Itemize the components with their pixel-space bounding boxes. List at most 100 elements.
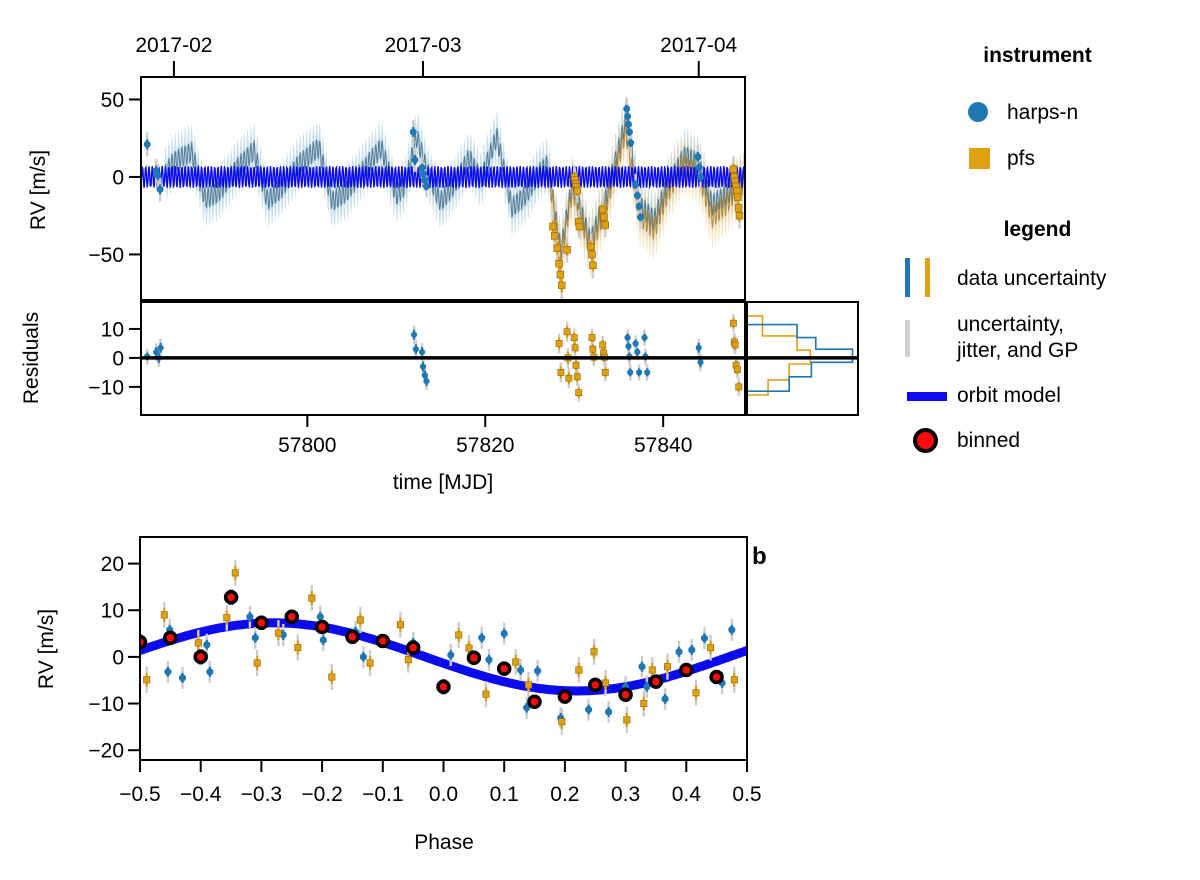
legend-item-data-uncertainty: data uncertainty [957, 267, 1107, 290]
harpsn-point [154, 171, 162, 179]
harpsn-residual-point [153, 349, 160, 356]
pfs-phase-point [640, 700, 648, 708]
gp-band-pfs [549, 100, 745, 288]
phase-tick-label: 0.3 [611, 783, 640, 806]
pfs-phase-point [663, 663, 671, 671]
legend-item-orbit-model: orbit model [957, 384, 1061, 407]
pfs-residual-point [589, 345, 597, 353]
pfs-residual-point [555, 339, 563, 347]
pfs-point [735, 212, 744, 220]
time-xlabel: time [MJD] [393, 471, 493, 494]
panel-b-label: b [752, 543, 767, 570]
pfs-residual-point [563, 328, 571, 336]
harpsn-point [156, 185, 164, 193]
harpsn-point [633, 192, 641, 200]
timeseries-axes-box [140, 76, 746, 301]
gp-band-harpsn [165, 95, 745, 279]
binned-point [140, 634, 148, 650]
harpsn-phase-point [485, 656, 493, 664]
y-tick-label: −50 [88, 244, 124, 267]
harpsn-phase-point [534, 667, 542, 675]
pfs-residual-point [588, 334, 596, 341]
harpsn-point [143, 140, 151, 148]
binned-point [496, 661, 512, 676]
pfs-phase-point [253, 659, 261, 667]
binned-point [436, 679, 451, 695]
pfs-phase-point [308, 594, 316, 602]
harpsn-point [423, 182, 430, 190]
phase-tick-label: 0.4 [672, 783, 702, 806]
pfs-phase-point [575, 666, 583, 674]
harpsn-residual-point [419, 363, 427, 370]
binned-point [163, 630, 178, 646]
harpsn-point [632, 181, 640, 189]
panel-residual-histogram [747, 315, 858, 396]
pfs-point [573, 187, 582, 195]
harpsn-phase-point [643, 683, 651, 691]
phase-tick-label: −0.1 [362, 783, 403, 806]
harpsn-phase-point [700, 634, 709, 642]
pfs-point [733, 187, 741, 195]
harpsn-residual-point [627, 369, 634, 376]
pfs-point [733, 193, 742, 201]
harpsn-phase-point [359, 653, 367, 661]
legend-panel: instrument harps-n pfs legend data uncer… [880, 20, 1195, 485]
harpsn-phase-point [319, 636, 327, 644]
harpsn-point [411, 156, 419, 164]
binned-point [345, 629, 360, 645]
harpsn-residual-point [632, 340, 639, 347]
date-tick-label: 2017-03 [384, 34, 461, 57]
harpsn-point [624, 113, 632, 120]
y-tick-label: 10 [101, 600, 124, 623]
pfs-phase-point [590, 648, 598, 656]
harpsn-point [419, 170, 427, 178]
binned-point [223, 589, 239, 605]
pfs-phase-point [143, 676, 151, 684]
pfs-point [563, 246, 571, 254]
binned-point [709, 669, 724, 685]
harpsn-phase-point [675, 648, 683, 656]
legend-item-binned: binned [957, 429, 1021, 452]
harpsn-phase-point [246, 613, 254, 621]
harpsn-phase-point [517, 666, 525, 674]
harpsn-point [635, 202, 643, 210]
harpsn-point [623, 105, 631, 113]
pfs-point [558, 281, 566, 290]
pfs-phase-point [692, 689, 700, 697]
pfs-phase-point [294, 644, 302, 652]
y-tick-label: −10 [88, 693, 124, 716]
harpsn-residual-point [644, 369, 651, 376]
pfs-residual-point [733, 366, 741, 373]
harpsn-phase-point [251, 634, 259, 642]
harpsn-phase-point [688, 646, 696, 654]
pfs-residual-point [729, 319, 737, 327]
binned-point [679, 662, 694, 678]
harpsn-point [627, 139, 635, 147]
binned-point [375, 633, 391, 649]
binned-point [405, 640, 421, 655]
pfs-phase-point [455, 631, 463, 639]
pfs-phase-point [366, 659, 374, 667]
y-tick-label: 0 [112, 167, 124, 190]
orbit-model-line-icon [907, 392, 947, 401]
pfs-residual-point [573, 373, 581, 381]
pfs-phase-point [404, 656, 412, 664]
pfs-residual-point [557, 368, 565, 376]
harpsn-phase-point [164, 668, 172, 676]
gp-uncertainty-bar-icon [905, 320, 910, 357]
pfs-residual-point [599, 341, 607, 349]
harpsn-residual-point [624, 334, 631, 341]
harpsn-phase-point [661, 695, 669, 703]
pfs-point [600, 213, 608, 221]
binned-point [527, 694, 542, 709]
pfs-point [588, 250, 596, 259]
harpsn-residual-point [412, 346, 419, 353]
harpsn-point [625, 128, 633, 136]
harpsn-phase-point [605, 708, 613, 716]
binned-point [254, 615, 269, 631]
legend-item-pfs: pfs [1007, 147, 1036, 170]
harpsn-point [409, 128, 417, 136]
harpsn-phase-point [178, 674, 187, 682]
harpsn-point [421, 176, 429, 184]
